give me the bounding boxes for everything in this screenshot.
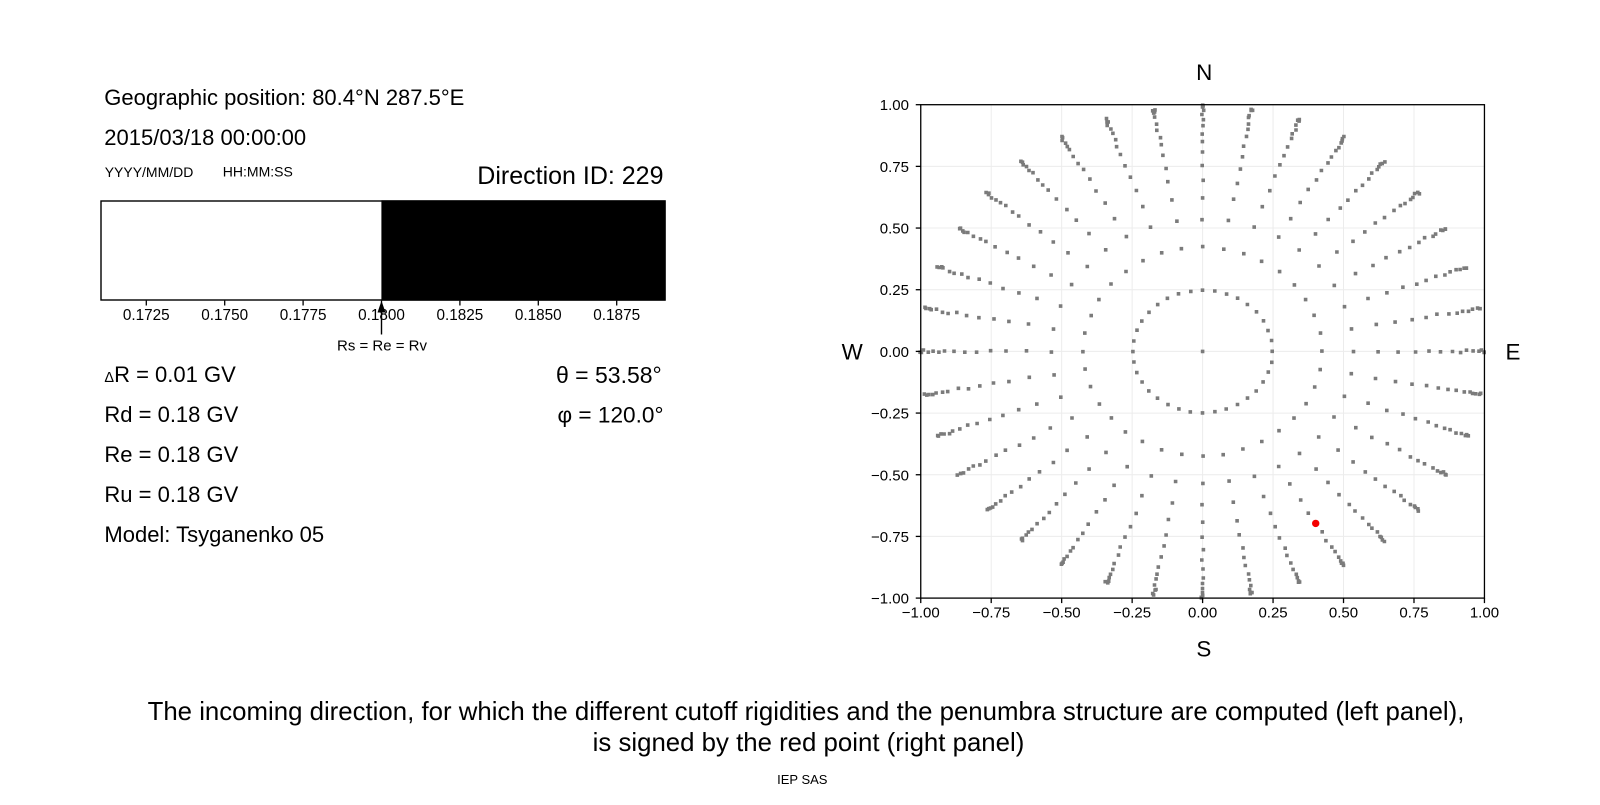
svg-text:0.00: 0.00	[1188, 605, 1217, 622]
svg-text:−0.50: −0.50	[871, 467, 909, 484]
svg-text:S: S	[1196, 636, 1211, 661]
svg-text:Geographic position: 80.4°N 28: Geographic position: 80.4°N 287.5°E	[104, 85, 464, 110]
svg-text:1.00: 1.00	[880, 97, 909, 114]
svg-text:Re = 0.18 GV: Re = 0.18 GV	[104, 442, 238, 467]
svg-text:IEP SAS: IEP SAS	[777, 772, 828, 787]
svg-text:2015/03/18 00:00:00: 2015/03/18 00:00:00	[104, 125, 306, 150]
svg-text:Direction ID: 229: Direction ID: 229	[477, 162, 663, 190]
svg-text:0.1750: 0.1750	[201, 307, 248, 324]
svg-text:−0.75: −0.75	[972, 605, 1010, 622]
svg-text:Model: Tsyganenko 05: Model: Tsyganenko 05	[104, 522, 324, 547]
svg-text:0.1875: 0.1875	[593, 307, 640, 324]
svg-text:−1.00: −1.00	[871, 591, 909, 608]
svg-text:Ru = 0.18 GV: Ru = 0.18 GV	[104, 482, 238, 507]
svg-text:0.1725: 0.1725	[123, 307, 170, 324]
svg-text:φ = 120.0°: φ = 120.0°	[558, 403, 664, 428]
svg-text:0.50: 0.50	[880, 221, 909, 238]
svg-text:0.25: 0.25	[880, 282, 909, 299]
svg-text:0.1850: 0.1850	[515, 307, 562, 324]
svg-text:0.25: 0.25	[1258, 605, 1287, 622]
svg-text:HH:MM:SS: HH:MM:SS	[223, 164, 293, 180]
svg-text:θ = 53.58°: θ = 53.58°	[556, 362, 662, 388]
svg-text:0.1825: 0.1825	[437, 307, 484, 324]
svg-text:The incoming direction, for wh: The incoming direction, for which the di…	[148, 698, 1465, 726]
svg-text:Rs = Re = Rv: Rs = Re = Rv	[337, 338, 428, 355]
svg-text:ΔR = 0.01 GV: ΔR = 0.01 GV	[104, 362, 236, 387]
svg-text:−0.25: −0.25	[871, 406, 909, 423]
svg-text:is signed by the red point (ri: is signed by the red point (right panel)	[593, 729, 1025, 757]
svg-text:−0.50: −0.50	[1043, 605, 1081, 622]
svg-text:E: E	[1506, 340, 1521, 365]
svg-text:Rd = 0.18 GV: Rd = 0.18 GV	[104, 402, 238, 427]
svg-text:−0.25: −0.25	[1113, 605, 1151, 622]
svg-text:−1.00: −1.00	[902, 605, 940, 622]
svg-text:YYYY/MM/DD: YYYY/MM/DD	[105, 164, 194, 180]
svg-text:0.75: 0.75	[880, 159, 909, 176]
svg-text:0.1775: 0.1775	[280, 307, 327, 324]
svg-text:1.00: 1.00	[1470, 605, 1499, 622]
svg-text:0.50: 0.50	[1329, 605, 1358, 622]
svg-text:N: N	[1196, 60, 1212, 85]
svg-text:0.75: 0.75	[1399, 605, 1428, 622]
svg-text:0.00: 0.00	[880, 344, 909, 361]
svg-text:W: W	[842, 340, 864, 365]
svg-text:−0.75: −0.75	[871, 529, 909, 546]
